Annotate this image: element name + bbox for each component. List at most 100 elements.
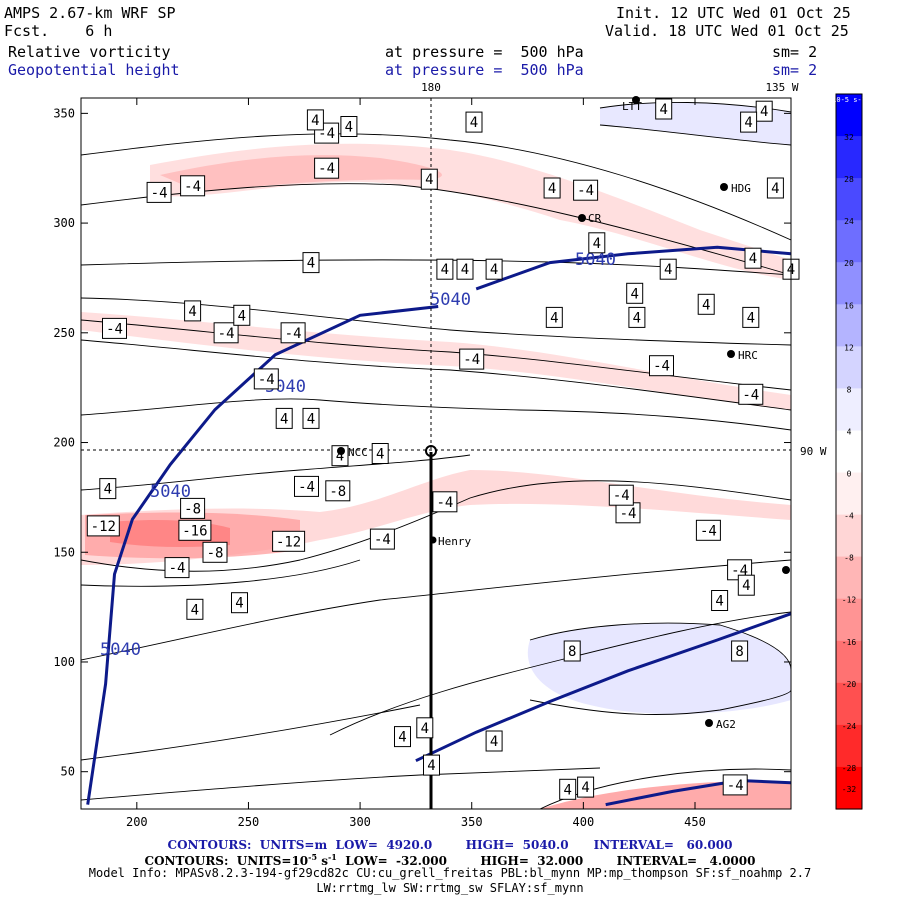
vorticity-label: 4 <box>766 177 784 199</box>
vorticity-label: 4 <box>655 98 673 120</box>
svg-text:4: 4 <box>235 596 243 612</box>
svg-text:4: 4 <box>425 172 433 188</box>
colorbar-tick-label: 12 <box>844 343 854 352</box>
station-henry-label: Henry <box>438 535 471 548</box>
colorbar-tick-label: -28 <box>842 764 857 773</box>
svg-text:4: 4 <box>238 308 246 324</box>
forecast-hour: Fcst. 6 h <box>4 22 113 40</box>
vorticity-label: -4 <box>573 179 599 201</box>
station-ltt-label: LTT <box>622 100 642 113</box>
vorticity-label: 8 <box>563 640 581 662</box>
vorticity-label-layer: -16-12-12-8-8-8-4-4-4-4-4-4-4-4 -4-4-4-4-… <box>86 98 800 800</box>
svg-text:4: 4 <box>550 310 558 326</box>
vorticity-label: 4 <box>456 258 474 280</box>
vorticity-label: 4 <box>711 590 729 611</box>
svg-text:8: 8 <box>735 644 743 660</box>
vorticity-label: 4 <box>436 258 454 280</box>
svg-text:-12: -12 <box>276 534 301 550</box>
x-tick-label: 300 <box>349 815 371 829</box>
init-time: Init. 12 UTC Wed 01 Oct 25 <box>616 4 851 22</box>
vorticity-label: -4 <box>180 175 206 197</box>
colorbar-tick-label: 24 <box>844 217 854 226</box>
vorticity-label: 4 <box>697 293 715 315</box>
smoothing-vorticity: sm= 2 <box>772 43 818 61</box>
colorbar: 32 28 24 20 16 12 8 4 0 -4 -8 -12 -16 -20 -24 -28 -32 10-… <box>832 93 866 810</box>
colorbar-tick-label: -8 <box>844 554 854 563</box>
x-tick-label: 200 <box>126 815 148 829</box>
plot-frame <box>80 97 792 810</box>
footer-model-info: Model Info: MPASv8.2.3-194-gf29cd82c CU:… <box>88 866 812 880</box>
vorticity-label: -4 <box>213 322 239 344</box>
svg-text:4: 4 <box>398 730 406 746</box>
svg-text:-4: -4 <box>700 523 717 539</box>
vorticity-label: 4 <box>186 598 204 620</box>
svg-text:4: 4 <box>307 411 315 427</box>
svg-text:4: 4 <box>427 758 435 774</box>
colorbar-unit: 10-5 s-1 <box>832 96 866 104</box>
svg-text:-4: -4 <box>318 161 335 177</box>
shade-positive-east <box>527 623 791 715</box>
height-contour-label: 5040 <box>150 482 191 502</box>
colorbar-swatch <box>836 556 862 600</box>
height-contour-label: 5040 <box>100 640 141 660</box>
vorticity-label: 4 <box>233 304 251 326</box>
svg-text:4: 4 <box>593 236 601 252</box>
svg-text:4: 4 <box>421 721 429 737</box>
colorbar-tick-label: -4 <box>844 512 854 521</box>
vorticity-label: 8 <box>731 640 749 662</box>
svg-text:-4: -4 <box>218 326 235 342</box>
vorticity-label: 4 <box>306 109 324 131</box>
svg-text:-4: -4 <box>285 326 302 342</box>
vorticity-label: -4 <box>314 157 340 179</box>
vorticity-label: 4 <box>302 407 320 429</box>
y-tick-label: 100 <box>53 655 75 669</box>
colorbar-tick-label: -32 <box>842 785 857 794</box>
station-ncc-marker <box>337 447 345 455</box>
svg-text:4: 4 <box>742 578 750 594</box>
station-ag2-marker <box>705 719 713 727</box>
svg-text:4: 4 <box>771 181 779 197</box>
svg-text:-4: -4 <box>727 778 744 794</box>
colorbar-swatch <box>836 514 862 558</box>
colorbar-tick-label: 28 <box>844 175 854 184</box>
colorbar-swatch <box>836 640 862 684</box>
colorbar-swatch <box>836 682 862 726</box>
vorticity-label: 4 <box>485 730 503 752</box>
colorbar-tick-label: 32 <box>844 133 854 142</box>
vorticity-contours <box>81 101 791 809</box>
field-name-height: Geopotential height <box>8 61 180 79</box>
svg-text:4: 4 <box>659 102 667 118</box>
station-east-marker <box>782 566 790 574</box>
x-tick-label: 400 <box>573 815 595 829</box>
pressure-level-vorticity: at pressure = 500 hPa <box>385 43 584 61</box>
colorbar-swatch <box>836 388 862 432</box>
vorticity-label: 4 <box>485 258 503 280</box>
svg-text:4: 4 <box>630 286 638 302</box>
svg-text:-4: -4 <box>577 183 594 199</box>
shade-core-north <box>160 155 442 192</box>
station-cr-label: CR <box>588 212 602 225</box>
vorticity-label: 4 <box>423 754 440 776</box>
svg-text:-4: -4 <box>106 321 123 337</box>
colorbar-swatch <box>836 178 862 221</box>
svg-text:4: 4 <box>461 262 469 278</box>
colorbar-swatch <box>836 136 862 179</box>
vorticity-label: -4 <box>253 368 279 390</box>
colorbar-tick-label: 16 <box>844 301 854 310</box>
vorticity-label: 4 <box>755 100 773 122</box>
vorticity-label: 4 <box>742 306 760 328</box>
colorbar-tick-label: 4 <box>847 428 852 437</box>
svg-text:4: 4 <box>188 304 196 320</box>
svg-text:4: 4 <box>490 262 498 278</box>
vorticity-label: 4 <box>577 776 595 798</box>
model-title: AMPS 2.67-km WRF SP <box>4 4 176 22</box>
station-henry-marker <box>429 536 437 544</box>
vorticity-label: 4 <box>626 282 644 304</box>
vorticity-label: 4 <box>465 111 483 133</box>
vorticity-label: 4 <box>545 306 563 328</box>
colorbar-swatch <box>836 346 862 390</box>
vorticity-label: 4 <box>744 247 762 269</box>
station-ncc-label: NCC <box>348 446 368 459</box>
colorbar-swatch <box>836 598 862 642</box>
svg-text:-4: -4 <box>298 479 315 495</box>
